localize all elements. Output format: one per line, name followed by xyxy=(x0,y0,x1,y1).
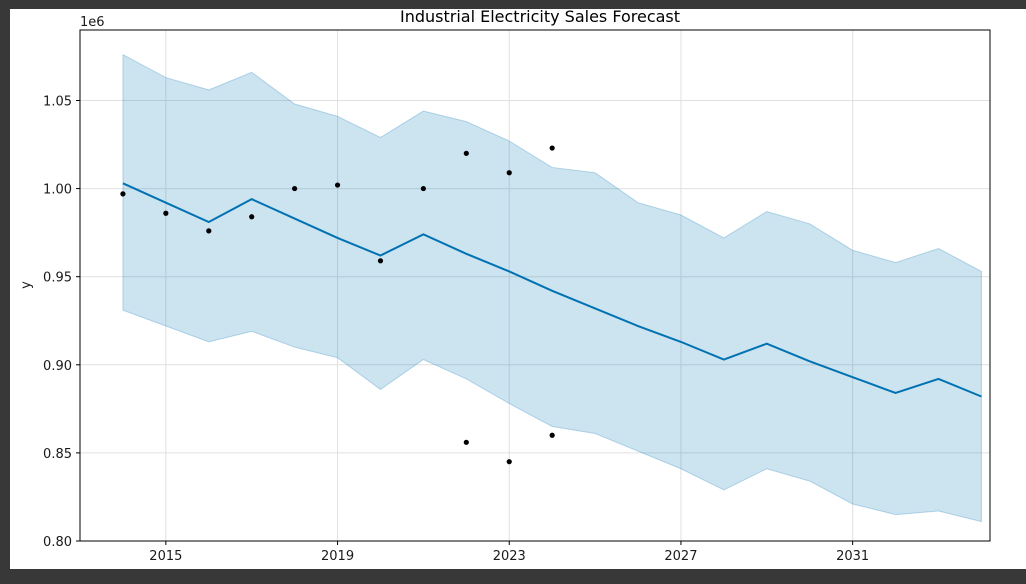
x-tick-label: 2023 xyxy=(493,549,526,564)
observed-point xyxy=(420,185,426,192)
observed-point xyxy=(463,150,469,156)
x-axis-ticks: 2015 2019 2023 2027 2031 xyxy=(149,541,869,564)
x-tick-label: 2019 xyxy=(321,549,354,564)
y-tick-label: 0.90 xyxy=(43,359,72,374)
observed-point xyxy=(506,170,512,176)
observed-point xyxy=(334,182,341,188)
forecast-line xyxy=(122,182,982,398)
observed-point xyxy=(463,439,469,445)
x-tick-label: 2027 xyxy=(664,549,697,564)
observed-point xyxy=(549,145,555,151)
y-tick-label: 1.05 xyxy=(43,94,72,109)
observed-point xyxy=(377,258,384,264)
chart-title: Industrial Electricity Sales Forecast xyxy=(400,9,680,26)
y-axis-label: y xyxy=(19,281,34,289)
observed-point xyxy=(506,459,512,465)
y-axis-ticks: 0.80 0.85 0.90 0.95 1.00 1.05 xyxy=(43,94,80,550)
observed-point xyxy=(206,228,212,234)
y-tick-label: 1.00 xyxy=(43,183,72,198)
observed-points-group xyxy=(120,145,555,465)
forecast-chart: 2015 2019 2023 2027 2031 0.80 0.85 0.90 0.95 1.0… xyxy=(19,9,991,564)
x-tick-label: 2031 xyxy=(836,549,869,564)
plot-area-border xyxy=(79,29,991,542)
observed-point xyxy=(163,210,169,216)
uncertainty-band xyxy=(122,53,982,523)
y-tick-label: 0.85 xyxy=(43,447,72,462)
uncertainty-band-group xyxy=(122,53,982,523)
y-offset-label: 1e6 xyxy=(80,15,105,30)
x-tick-label: 2015 xyxy=(149,549,182,564)
chart-window: 2015 2019 2023 2027 2031 0.80 0.85 0.90 0.95 1.0… xyxy=(10,9,1026,569)
y-tick-label: 0.95 xyxy=(43,271,72,286)
y-tick-label: 0.80 xyxy=(43,535,72,550)
observed-point xyxy=(249,214,255,220)
forecast-line-group xyxy=(122,182,982,398)
observed-point xyxy=(549,432,555,438)
observed-point xyxy=(120,191,126,197)
observed-point xyxy=(292,185,298,192)
